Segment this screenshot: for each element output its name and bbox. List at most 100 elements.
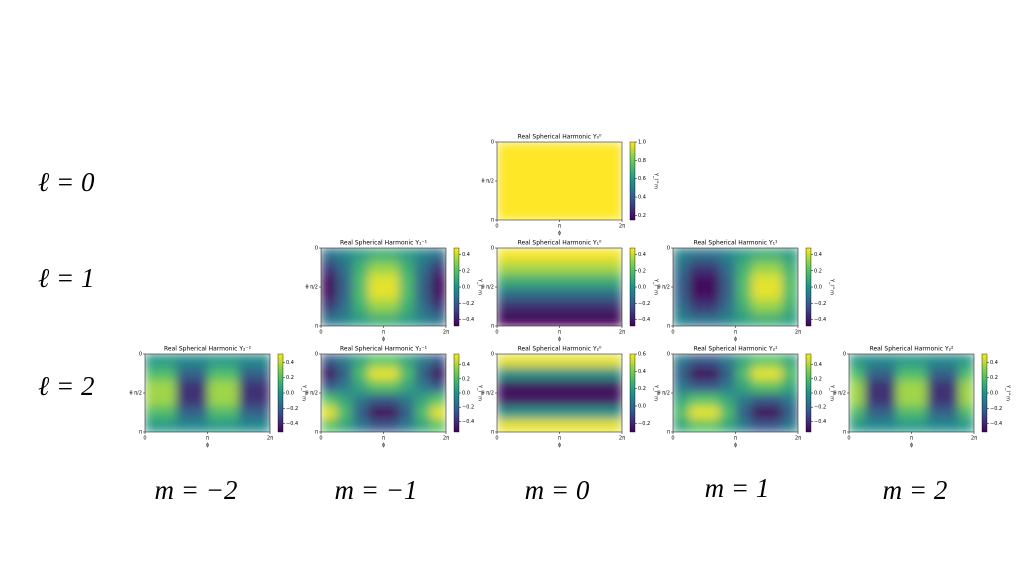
heatmap-cell <box>673 248 690 262</box>
heatmap <box>849 354 974 432</box>
heatmap-cell <box>512 380 529 394</box>
colorbar-tick-label: 0.0 <box>814 391 822 397</box>
heatmap-cell <box>958 419 974 432</box>
heatmap-cell <box>207 406 224 420</box>
heatmap-cell <box>367 419 384 432</box>
heatmap-cell <box>735 393 752 407</box>
heatmap-cell <box>704 261 721 275</box>
y-tick-label: π/2 <box>486 285 494 291</box>
heatmap-cell <box>559 406 576 420</box>
heatmap-cell <box>543 274 560 288</box>
heatmap-cell <box>575 300 592 314</box>
heatmap-cell <box>606 367 622 381</box>
heatmap-cell <box>336 300 353 314</box>
x-tick-label: 0 <box>671 330 674 336</box>
heatmap-cell <box>719 313 736 326</box>
heatmap-cell <box>864 380 881 394</box>
heatmap-cell <box>704 313 721 326</box>
heatmap-cell <box>575 248 592 262</box>
heatmap-cell <box>543 367 560 381</box>
x-axis-label: ϕ <box>382 443 386 449</box>
heatmap-cell <box>352 367 369 381</box>
heatmap-cell <box>606 287 622 301</box>
heatmap-cell <box>543 406 560 420</box>
heatmap-cell <box>735 274 752 288</box>
heatmap-cell <box>704 274 721 288</box>
heatmap-cell <box>399 261 416 275</box>
heatmap-cell <box>590 419 607 432</box>
heatmap-cell <box>512 194 529 208</box>
heatmap-cell <box>895 393 912 407</box>
heatmap-cell <box>543 380 560 394</box>
colorbar-tick-label: 0.0 <box>462 391 470 397</box>
colorbar-label: Y_l^m <box>829 278 835 295</box>
x-tick-label: 2π <box>971 436 977 442</box>
colorbar <box>629 141 636 221</box>
heatmap-cell <box>430 354 446 368</box>
heatmap-cell <box>430 393 446 407</box>
x-tick-label: 2π <box>795 436 801 442</box>
heatmap-cell <box>399 354 416 368</box>
heatmap-cell <box>575 261 592 275</box>
heatmap-cell <box>958 393 974 407</box>
heatmap-cell <box>880 367 897 381</box>
colorbar-tick-label: −0.2 <box>462 301 474 307</box>
heatmap-cell <box>864 406 881 420</box>
heatmap-cell <box>497 380 514 394</box>
heatmap-cell <box>430 274 446 288</box>
heatmap-cell <box>735 419 752 432</box>
heatmap-cell <box>782 354 798 368</box>
heatmap-cell <box>911 406 928 420</box>
heatmap-cell <box>336 248 353 262</box>
heatmap-cell <box>367 367 384 381</box>
y-tick-label: π <box>315 324 318 330</box>
x-axis-label: ϕ <box>558 231 562 237</box>
colorbar-tick-label: −0.4 <box>462 317 474 323</box>
heatmap-cell <box>575 194 592 208</box>
heatmap-cell <box>543 155 560 169</box>
colorbar-tick-label: 0.2 <box>286 375 294 381</box>
y-axis-label: θ <box>305 285 308 291</box>
heatmap-cell <box>735 367 752 381</box>
heatmap-cell <box>590 181 607 195</box>
heatmap-cell <box>606 181 622 195</box>
y-tick-label: π <box>491 324 494 330</box>
colorbar-tick-label: 0.0 <box>990 391 998 397</box>
heatmap-cell <box>782 261 798 275</box>
y-tick-label: 0 <box>843 352 846 358</box>
x-tick-label: 0 <box>671 436 674 442</box>
colorbar-tick-label: −0.4 <box>990 421 1002 427</box>
colorbar-tick-label: 0.2 <box>462 268 470 274</box>
y-tick-label: π <box>667 324 670 330</box>
heatmap-cell <box>207 367 224 381</box>
heatmap-cell <box>575 313 592 326</box>
heatmap-cell <box>688 393 705 407</box>
heatmap-cell <box>399 248 416 262</box>
heatmap-cell <box>606 354 622 368</box>
heatmap-cell <box>512 168 529 182</box>
heatmap-cell <box>575 406 592 420</box>
heatmap-cell <box>751 287 768 301</box>
y-tick-label: π/2 <box>310 391 318 397</box>
colorbar-tick-label: 0.6 <box>638 176 646 182</box>
heatmap-cell <box>673 287 690 301</box>
heatmap <box>673 354 798 432</box>
heatmap-cell <box>688 354 705 368</box>
colorbar-tick-label: 0.4 <box>814 252 822 258</box>
heatmap-cell <box>575 142 592 156</box>
heatmap-cell <box>849 393 866 407</box>
heatmap-cell <box>367 287 384 301</box>
heatmap-cell <box>254 367 270 381</box>
heatmap-cell <box>895 406 912 420</box>
y-tick-label: 0 <box>667 246 670 252</box>
heatmap-cell <box>352 300 369 314</box>
colorbar-tick-label: 0.0 <box>638 285 646 291</box>
heatmap-cell <box>512 367 529 381</box>
heatmap-cell <box>238 354 255 368</box>
heatmap-cell <box>512 287 529 301</box>
heatmap-cell <box>673 367 690 381</box>
heatmap-cell <box>766 248 783 262</box>
heatmap-cell <box>719 419 736 432</box>
y-tick-label: π <box>491 430 494 436</box>
